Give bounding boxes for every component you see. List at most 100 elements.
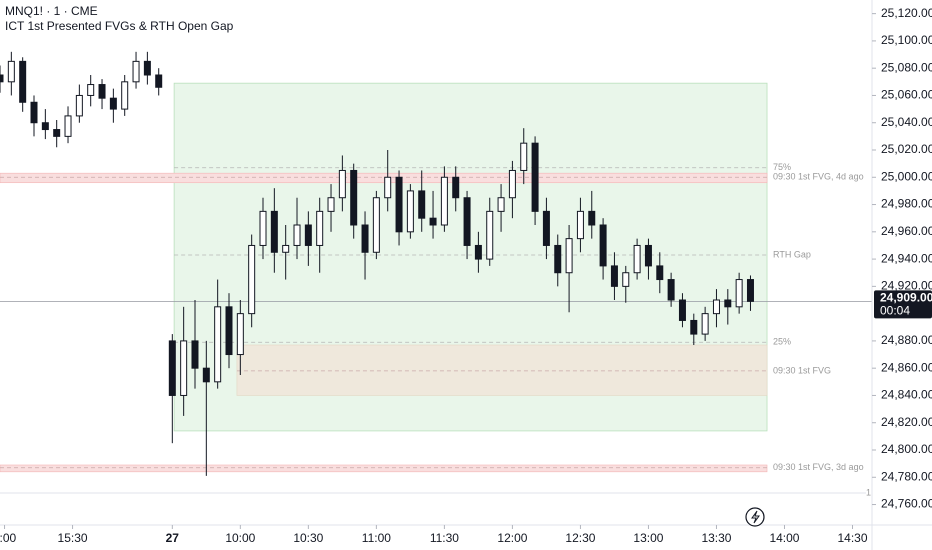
candle-body (531, 142, 539, 212)
x-tick-label: 14:00 (769, 531, 799, 545)
pane-label: 1 (866, 487, 871, 497)
candle-body (406, 190, 414, 233)
y-tick-label: 25,060.00 (881, 88, 932, 102)
candle-body (53, 129, 61, 137)
x-tick-label: 14:30 (837, 531, 867, 545)
x-tick-label: 11:00 (362, 531, 391, 545)
candle-body (109, 97, 117, 110)
candle-body (633, 244, 641, 274)
x-tick-label: 11:30 (430, 531, 459, 545)
candle-body (19, 60, 27, 103)
y-tick-label: 24,780.00 (881, 469, 932, 483)
y-tick-label: 24,860.00 (881, 360, 932, 374)
last-price-label: 24,909.00 (880, 291, 932, 305)
candle-body (678, 299, 686, 321)
candle-body (304, 224, 312, 246)
candle-body (236, 313, 244, 356)
fvg-label: 09:30 1st FVG, 4d ago (773, 172, 864, 182)
candle-body (610, 265, 618, 287)
y-tick-label: 25,000.00 (881, 169, 932, 183)
fvg-label: 09:30 1st FVG, 3d ago (773, 462, 864, 472)
candle-body (463, 197, 471, 246)
candle-body (395, 176, 403, 233)
candle-body (293, 224, 301, 246)
candle-body (316, 210, 324, 246)
candle-body (508, 169, 516, 199)
candle-body (155, 74, 163, 88)
x-tick-label: 6:00 (0, 531, 17, 545)
candle-body (259, 210, 267, 246)
candle-body (180, 340, 188, 396)
chart-title: MNQ1! · 1 · CME (5, 4, 98, 18)
candle-body (87, 84, 95, 96)
candle-body (440, 176, 448, 226)
candle-body (132, 60, 140, 83)
candle-body (565, 238, 573, 274)
y-tick-label: 25,120.00 (881, 6, 932, 20)
x-tick-label: 13:30 (701, 531, 731, 545)
flash-icon[interactable] (745, 507, 765, 527)
x-tick-label: 27 (166, 531, 180, 545)
candle-body (622, 272, 630, 287)
candle-body (474, 244, 482, 260)
candle-body (7, 60, 15, 83)
chart-subtitle: ICT 1st Presented FVGs & RTH Open Gap (5, 19, 234, 33)
candle-body (486, 210, 494, 260)
candle-body (202, 367, 210, 383)
candle-body (667, 279, 675, 301)
candle-body (497, 197, 505, 212)
candle-body (225, 306, 233, 356)
y-tick-label: 24,880.00 (881, 333, 932, 347)
y-tick-label: 25,040.00 (881, 115, 932, 129)
y-tick-label: 25,080.00 (881, 60, 932, 74)
x-tick-label: 12:00 (497, 531, 527, 545)
gap-level-label: 25% (773, 337, 791, 347)
y-tick-label: 24,840.00 (881, 388, 932, 402)
candle-body (599, 224, 607, 267)
candle-body (75, 94, 83, 117)
candle-body (41, 122, 49, 131)
candle-body (248, 244, 256, 315)
last-price-tag (874, 290, 932, 319)
fvg-label: 09:30 1st FVG (773, 365, 831, 375)
x-tick-label: 15:30 (58, 531, 88, 545)
y-tick-label: 25,100.00 (881, 33, 932, 47)
candle-body (0, 74, 4, 83)
x-tick-label: 13:00 (633, 531, 663, 545)
candle-body (361, 224, 369, 253)
candle-body (644, 244, 652, 267)
candle-body (712, 299, 720, 315)
candle-body (372, 197, 380, 253)
candle-body (724, 299, 732, 308)
candle-body (270, 210, 278, 253)
candle-body (746, 279, 754, 302)
candle-body (418, 190, 426, 219)
gap-level-label: RTH Gap (773, 249, 811, 259)
gap-level-label: 75% (773, 162, 791, 172)
x-tick-label: 10:00 (225, 531, 255, 545)
y-tick-label: 24,980.00 (881, 197, 932, 211)
candle-body (338, 169, 346, 199)
y-tick-label: 24,800.00 (881, 442, 932, 456)
candle-body (542, 210, 550, 246)
candle-body (327, 197, 335, 212)
fvg-zone (0, 172, 768, 184)
candle-body (350, 169, 358, 226)
candle-body (576, 210, 584, 240)
y-tick-label: 24,760.00 (881, 497, 932, 511)
candle-body (214, 306, 222, 383)
candle-body (690, 319, 698, 335)
x-tick-label: 10:30 (293, 531, 323, 545)
candle-body (143, 60, 151, 76)
candle-body (656, 265, 664, 281)
candle-body (520, 142, 528, 171)
candle-body (554, 244, 562, 274)
y-tick-label: 24,920.00 (881, 279, 932, 293)
countdown-label: 00:04 (880, 304, 910, 318)
candle-body (384, 176, 392, 199)
candle-body (452, 176, 460, 199)
candle-body (735, 279, 743, 308)
candle-body (191, 340, 199, 369)
candle-body (701, 313, 709, 335)
